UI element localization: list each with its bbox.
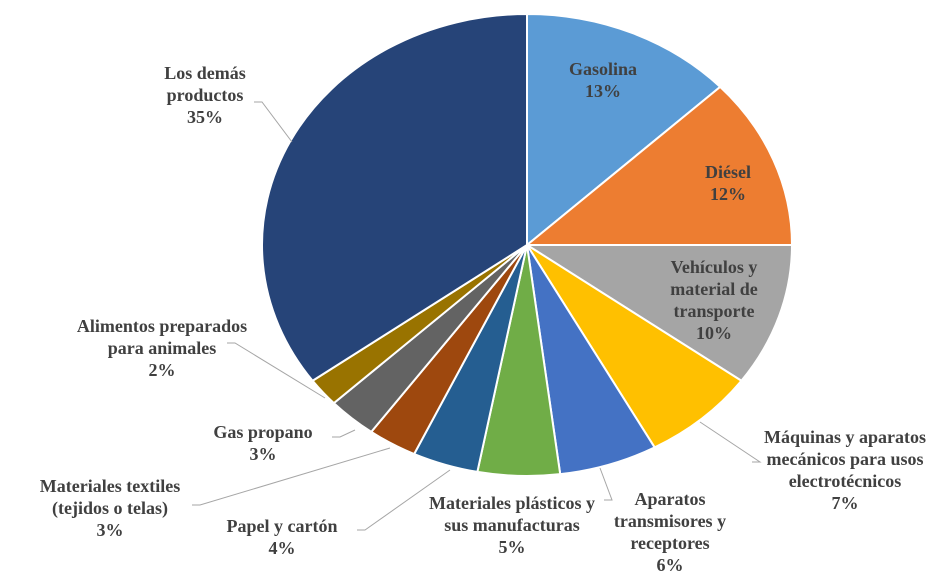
leader-line [357, 469, 451, 531]
slice-label: Materiales plásticos y sus manufacturas 5… [427, 492, 597, 558]
value-label: 12% [710, 184, 746, 204]
slice-label: Papel y cartón 4% [207, 515, 357, 559]
value-label: 13% [585, 81, 621, 101]
value-label: 7% [831, 493, 859, 513]
pie-slice [523, 244, 794, 383]
category-label: Aparatos transmisores y receptores [613, 489, 727, 553]
leader-line [192, 447, 391, 506]
leader-line [699, 421, 762, 463]
category-label: Gasolina [568, 59, 638, 79]
category-label: Diésel [705, 162, 751, 182]
leader-line [332, 429, 356, 438]
slice-label: Materiales textiles (tejidos o telas) 3% [13, 475, 208, 541]
category-label: Alimentos preparados para animales [76, 316, 248, 358]
value-label: 2% [148, 360, 176, 380]
category-label: Vehículos y material de transporte [670, 257, 758, 321]
value-label: 3% [249, 444, 277, 464]
value-label: 6% [656, 555, 684, 575]
category-label: Materiales textiles (tejidos o telas) [39, 476, 181, 518]
pie-slice [526, 244, 743, 449]
leader-line [599, 467, 613, 501]
category-label: Papel y cartón [226, 516, 338, 536]
slice-label: Alimentos preparados para animales 2% [72, 315, 252, 381]
value-label: 35% [187, 107, 223, 127]
slice-label: Los demás productos 35% [140, 62, 270, 128]
category-label: Máquinas y aparatos mecánicos para usos … [763, 427, 927, 491]
slice-label: Aparatos transmisores y receptores 6% [590, 488, 750, 576]
slice-label: Vehículos y material de transporte 10% [649, 256, 779, 344]
pie-slice [526, 12, 722, 248]
category-label: Materiales plásticos y sus manufacturas [429, 493, 595, 535]
value-label: 5% [498, 537, 526, 557]
value-label: 4% [268, 538, 296, 558]
value-label: 10% [696, 323, 732, 343]
category-label: Gas propano [213, 422, 313, 442]
value-label: 3% [96, 520, 124, 540]
leader-line [227, 342, 326, 399]
pie-slice [524, 85, 794, 246]
slice-label: Diésel 12% [678, 161, 778, 205]
category-label: Los demás productos [164, 63, 246, 105]
leader-line [254, 101, 293, 143]
slice-label: Gasolina 13% [548, 58, 658, 102]
slice-label: Gas propano 3% [178, 421, 348, 465]
slice-label: Máquinas y aparatos mecánicos para usos … [760, 426, 928, 514]
